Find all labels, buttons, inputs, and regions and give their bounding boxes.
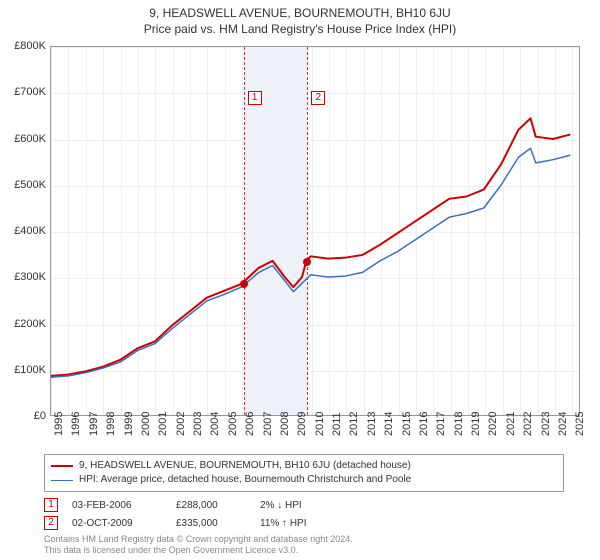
- sale-row-1: 1 03-FEB-2006 £288,000 2% ↓ HPI: [44, 496, 564, 514]
- sale-delta-2: 11% ↑ HPI: [260, 518, 370, 529]
- sale-price-2: £335,000: [176, 518, 246, 529]
- sale-price-1: £288,000: [176, 500, 246, 511]
- x-axis-label: 2024: [557, 412, 569, 436]
- sale-dot: [240, 280, 248, 288]
- y-axis-label: £0: [2, 410, 46, 422]
- x-axis-label: 1995: [53, 412, 65, 436]
- x-axis-label: 2025: [574, 412, 586, 436]
- sale-vline-label: 1: [248, 91, 262, 105]
- y-axis-label: £300K: [2, 271, 46, 283]
- y-axis-label: £800K: [2, 40, 46, 52]
- x-axis-label: 1996: [70, 412, 82, 436]
- x-axis-label: 2022: [522, 412, 534, 436]
- legend-label-hpi: HPI: Average price, detached house, Bour…: [79, 473, 411, 487]
- x-axis-label: 2007: [262, 412, 274, 436]
- x-axis-label: 2023: [540, 412, 552, 436]
- legend-box: 9, HEADSWELL AVENUE, BOURNEMOUTH, BH10 6…: [44, 454, 564, 492]
- y-axis-label: £200K: [2, 318, 46, 330]
- series-line-property: [51, 118, 570, 376]
- chart-subtitle: Price paid vs. HM Land Registry's House …: [0, 22, 600, 36]
- x-axis-label: 1997: [88, 412, 100, 436]
- sale-date-2: 02-OCT-2009: [72, 518, 162, 529]
- x-axis-label: 1999: [123, 412, 135, 436]
- x-axis-label: 2012: [348, 412, 360, 436]
- x-axis-label: 2010: [314, 412, 326, 436]
- x-axis-label: 2017: [435, 412, 447, 436]
- x-axis-label: 2020: [487, 412, 499, 436]
- x-axis-label: 2021: [505, 412, 517, 436]
- title-block: 9, HEADSWELL AVENUE, BOURNEMOUTH, BH10 6…: [0, 0, 600, 36]
- sale-marker-1: 1: [44, 498, 58, 512]
- footer-line-1: Contains HM Land Registry data © Crown c…: [44, 534, 564, 546]
- legend-label-property: 9, HEADSWELL AVENUE, BOURNEMOUTH, BH10 6…: [79, 459, 411, 473]
- x-axis-label: 2015: [401, 412, 413, 436]
- sale-dot: [303, 258, 311, 266]
- legend-swatch-hpi: [51, 480, 73, 481]
- y-axis-label: £600K: [2, 133, 46, 145]
- chart-title: 9, HEADSWELL AVENUE, BOURNEMOUTH, BH10 6…: [0, 6, 600, 20]
- footer-attribution: Contains HM Land Registry data © Crown c…: [44, 534, 564, 557]
- x-axis-label: 2019: [470, 412, 482, 436]
- x-axis-label: 2009: [296, 412, 308, 436]
- footer-line-2: This data is licensed under the Open Gov…: [44, 545, 564, 557]
- x-axis-label: 1998: [105, 412, 117, 436]
- chart-container: 9, HEADSWELL AVENUE, BOURNEMOUTH, BH10 6…: [0, 0, 600, 560]
- y-axis-label: £700K: [2, 86, 46, 98]
- x-axis-label: 2002: [175, 412, 187, 436]
- x-axis-label: 2001: [157, 412, 169, 436]
- x-axis-label: 2013: [366, 412, 378, 436]
- legend-row-hpi: HPI: Average price, detached house, Bour…: [51, 473, 557, 487]
- x-axis-label: 2000: [140, 412, 152, 436]
- x-axis-label: 2004: [209, 412, 221, 436]
- sale-delta-1: 2% ↓ HPI: [260, 500, 370, 511]
- plot-region: 12: [50, 46, 580, 416]
- x-axis-label: 2005: [227, 412, 239, 436]
- legend-swatch-property: [51, 465, 73, 467]
- x-axis-label: 2018: [453, 412, 465, 436]
- sales-table: 1 03-FEB-2006 £288,000 2% ↓ HPI 2 02-OCT…: [44, 496, 564, 532]
- x-axis-label: 2003: [192, 412, 204, 436]
- legend-row-property: 9, HEADSWELL AVENUE, BOURNEMOUTH, BH10 6…: [51, 459, 557, 473]
- x-axis-label: 2014: [383, 412, 395, 436]
- chart-area: 12 £0£100K£200K£300K£400K£500K£600K£700K…: [50, 46, 580, 416]
- x-axis-label: 2016: [418, 412, 430, 436]
- x-axis-label: 2011: [331, 412, 343, 436]
- x-axis-label: 2008: [279, 412, 291, 436]
- sale-marker-2: 2: [44, 516, 58, 530]
- y-axis-label: £100K: [2, 364, 46, 376]
- sale-row-2: 2 02-OCT-2009 £335,000 11% ↑ HPI: [44, 514, 564, 532]
- sale-vline-label: 2: [311, 91, 325, 105]
- y-axis-label: £400K: [2, 225, 46, 237]
- x-axis-label: 2006: [244, 412, 256, 436]
- sale-date-1: 03-FEB-2006: [72, 500, 162, 511]
- y-axis-label: £500K: [2, 179, 46, 191]
